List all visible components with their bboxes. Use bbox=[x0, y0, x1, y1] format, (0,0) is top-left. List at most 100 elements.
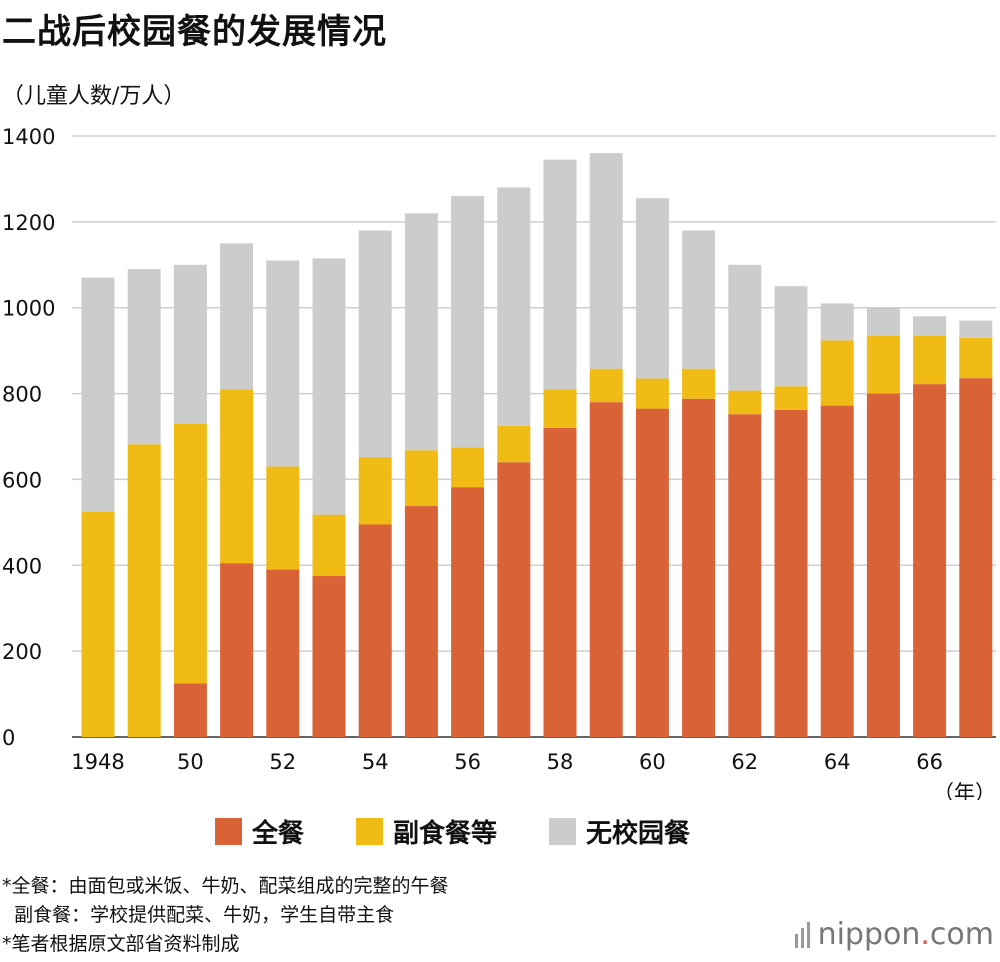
x-axis-label: （年） bbox=[933, 781, 996, 800]
bar-segment bbox=[589, 402, 623, 737]
y-tick-label: 1200 bbox=[2, 211, 55, 235]
y-tick-label: 600 bbox=[2, 468, 42, 492]
bar-segment bbox=[404, 450, 438, 507]
nippon-logo: nippon. com bbox=[794, 917, 994, 952]
bar-segment bbox=[312, 514, 346, 577]
x-tick-label: 56 bbox=[454, 750, 481, 774]
legend: 全餐 副食餐等 无校园餐 bbox=[215, 813, 742, 850]
bar-segment bbox=[220, 563, 254, 737]
legend-swatch bbox=[549, 818, 577, 845]
footnote: 副食餐：学校提供配菜、牛奶，学生自带主食 bbox=[2, 904, 395, 926]
bar-segment bbox=[913, 384, 947, 737]
bar-segment bbox=[682, 398, 716, 737]
x-tick-label: 1948 bbox=[71, 750, 124, 774]
bar-segment bbox=[81, 277, 115, 512]
bar-segment bbox=[959, 320, 993, 338]
bar-segment bbox=[866, 335, 900, 394]
y-tick-label: 1400 bbox=[2, 125, 55, 149]
gridlines bbox=[72, 135, 996, 738]
bar-segment bbox=[635, 408, 669, 737]
bar-segment bbox=[913, 316, 947, 336]
bar-segment bbox=[312, 258, 346, 515]
legend-label: 无校园餐 bbox=[586, 819, 691, 849]
bar-segment bbox=[127, 269, 161, 445]
bar-segment bbox=[866, 307, 900, 336]
stacked-bar-chart: 0 200 400 600 800 1000 1200 1400 1948 50 52 54 56 58… bbox=[2, 125, 996, 800]
bar-segment bbox=[959, 337, 993, 379]
x-tick-label: 60 bbox=[639, 750, 666, 774]
y-axis-ticks: 0 200 400 600 800 1000 1200 1400 bbox=[2, 125, 55, 750]
bar-segment bbox=[404, 213, 438, 451]
bar-segment bbox=[173, 423, 207, 684]
bar-segment bbox=[404, 506, 438, 737]
x-tick-label: 52 bbox=[269, 750, 296, 774]
bar-segment bbox=[959, 378, 993, 737]
legend-item-side-dish-meal: 副食餐等 bbox=[356, 813, 497, 850]
bar-segment bbox=[820, 340, 854, 406]
bar-segment bbox=[497, 425, 531, 463]
bar-segment bbox=[913, 335, 947, 385]
bar-segment bbox=[266, 466, 300, 570]
bar-segment bbox=[358, 524, 392, 737]
bar-segment bbox=[266, 260, 300, 467]
bar-segment bbox=[728, 390, 762, 415]
y-tick-label: 400 bbox=[2, 554, 42, 578]
y-axis-unit-label: （儿童人数/万人） bbox=[2, 84, 186, 109]
x-tick-label: 50 bbox=[177, 750, 204, 774]
footnote: *笔者根据原文部省资料制成 bbox=[2, 933, 240, 955]
bar-segment bbox=[312, 576, 346, 737]
bar-segment bbox=[173, 683, 207, 737]
y-tick-label: 200 bbox=[2, 640, 42, 664]
bar-segment bbox=[866, 393, 900, 737]
legend-label: 副食餐等 bbox=[393, 819, 498, 849]
bar-segment bbox=[820, 405, 854, 737]
bar-segment bbox=[682, 368, 716, 399]
bar-segment bbox=[543, 159, 577, 390]
bar-segment bbox=[497, 187, 531, 426]
bar-segment bbox=[127, 444, 161, 737]
logo-tld: com bbox=[929, 917, 994, 952]
bar-segment bbox=[589, 368, 623, 403]
footnotes: *全餐：由面包或米饭、牛奶、配菜组成的完整的午餐 副食餐：学校提供配菜、牛奶，学… bbox=[2, 872, 449, 959]
bar-segment bbox=[635, 198, 669, 379]
bars bbox=[81, 153, 993, 737]
legend-label: 全餐 bbox=[252, 819, 305, 849]
y-tick-label: 1000 bbox=[2, 297, 55, 321]
x-tick-label: 58 bbox=[547, 750, 574, 774]
bar-segment bbox=[451, 487, 485, 737]
bar-segment bbox=[589, 153, 623, 369]
x-tick-label: 66 bbox=[916, 750, 943, 774]
bar-segment bbox=[774, 386, 808, 410]
logo-name: nippon bbox=[817, 917, 921, 952]
bar-segment bbox=[728, 264, 762, 391]
bar-segment bbox=[728, 414, 762, 737]
bar-segment bbox=[497, 462, 531, 737]
legend-item-full-meal: 全餐 bbox=[215, 813, 304, 850]
legend-swatch bbox=[215, 818, 242, 845]
bar-segment bbox=[220, 389, 254, 564]
bar-segment bbox=[774, 409, 808, 737]
bar-segment bbox=[543, 427, 577, 737]
x-tick-label: 54 bbox=[362, 750, 389, 774]
bar-segment bbox=[635, 378, 669, 409]
bar-segment bbox=[173, 264, 207, 424]
bar-segment bbox=[358, 230, 392, 458]
x-tick-label: 64 bbox=[824, 750, 851, 774]
bar-segment bbox=[220, 243, 254, 390]
y-tick-label: 0 bbox=[2, 726, 15, 750]
bar-segment bbox=[774, 286, 808, 387]
footnote: *全餐：由面包或米饭、牛奶、配菜组成的完整的午餐 bbox=[2, 875, 449, 897]
y-tick-label: 800 bbox=[2, 383, 42, 407]
bar-segment bbox=[451, 196, 485, 448]
bar-segment bbox=[81, 511, 115, 737]
bar-segment bbox=[543, 389, 577, 428]
bar-segment bbox=[820, 303, 854, 341]
bar-segment bbox=[358, 457, 392, 525]
bar-segment bbox=[451, 447, 485, 488]
bar-segment bbox=[266, 569, 300, 737]
x-tick-label: 62 bbox=[731, 750, 758, 774]
chart-title: 二战后校园餐的发展情况 bbox=[2, 12, 387, 52]
legend-item-no-school-meal: 无校园餐 bbox=[549, 813, 690, 850]
legend-swatch bbox=[356, 818, 384, 845]
x-axis-ticks: 1948 50 52 54 56 58 60 62 64 66 bbox=[71, 750, 943, 774]
